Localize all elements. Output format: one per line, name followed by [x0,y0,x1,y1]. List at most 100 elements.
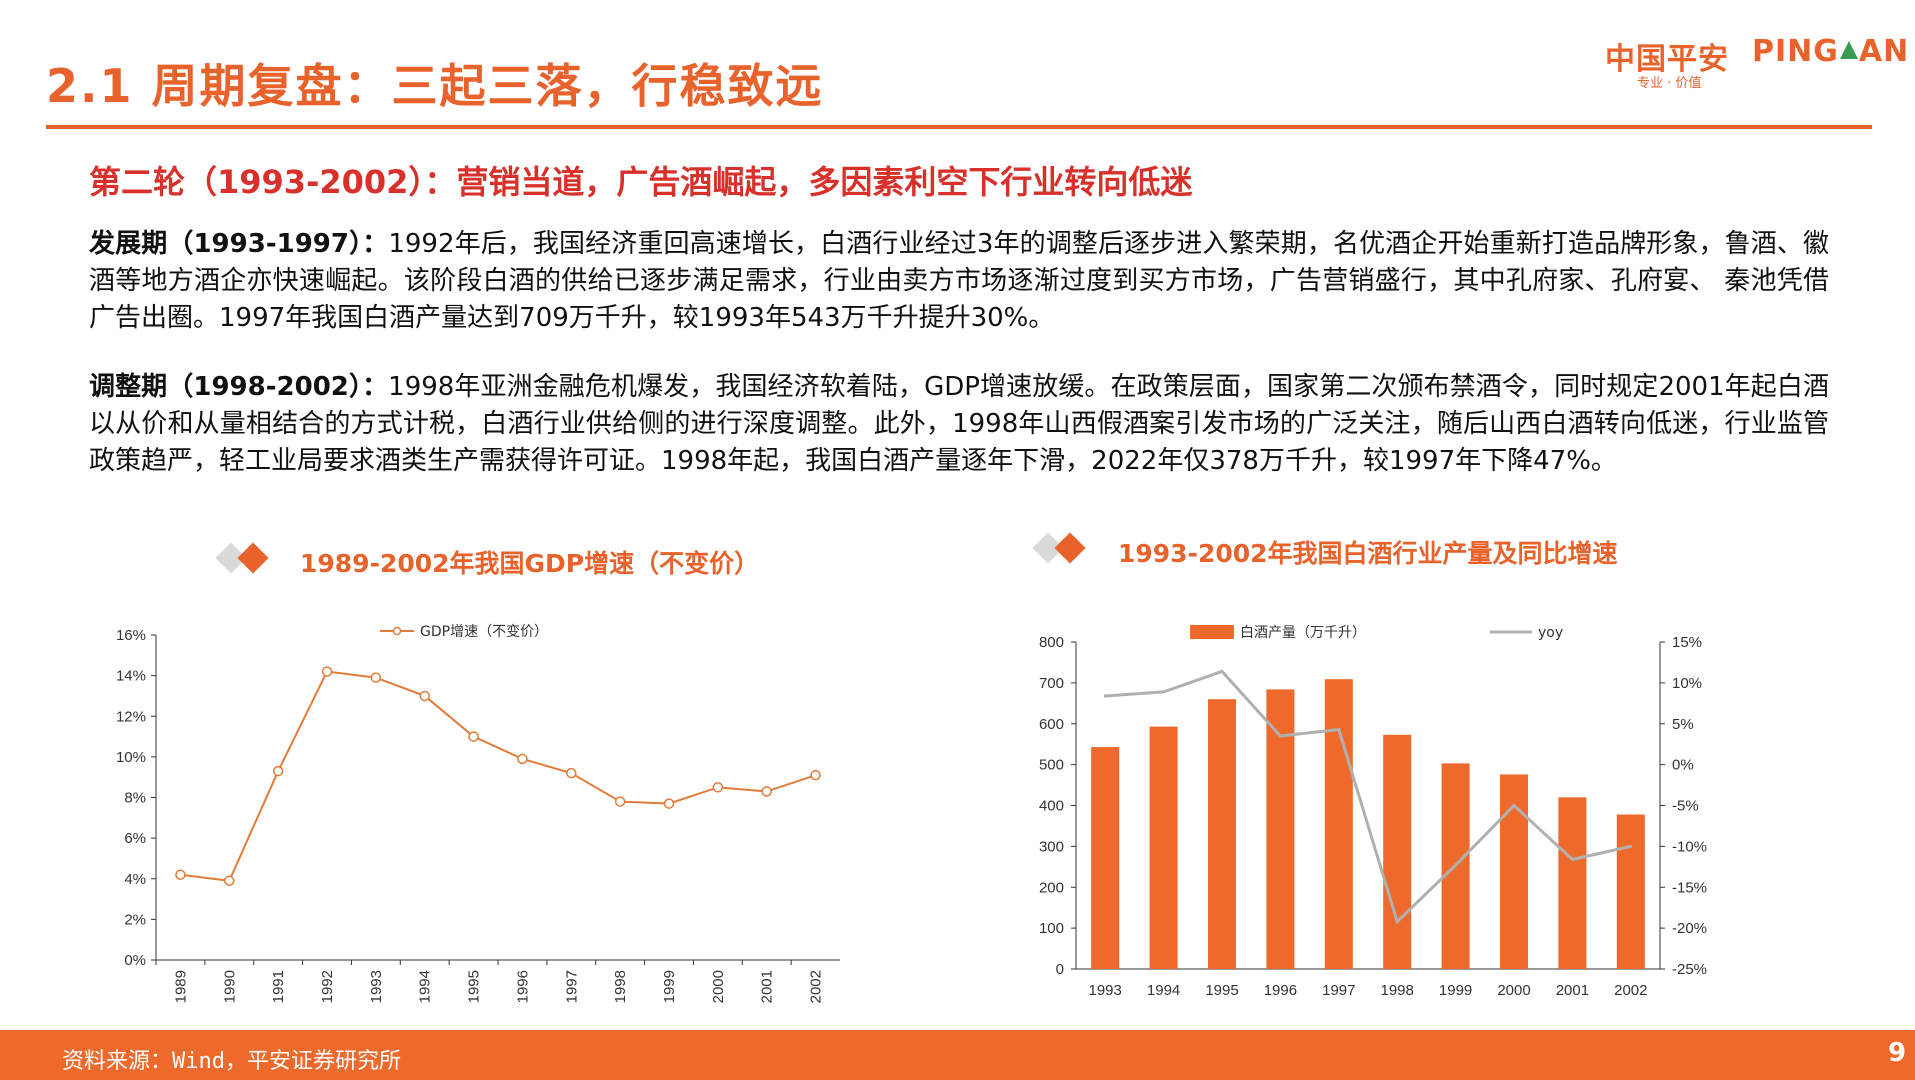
y-tick-label: 6% [124,830,146,847]
legend-marker [392,626,402,636]
x-tick-label: 1992 [319,970,336,1003]
left-y-tick-label: 200 [1039,879,1064,896]
x-tick-label: 1997 [1322,982,1355,999]
x-tick-label: 1996 [1264,982,1297,999]
y-tick-label: 16% [116,627,146,644]
y-tick-label: 0% [124,952,146,969]
output-bar [1324,679,1353,969]
ping-an-logo-en: PING AN [1752,34,1909,69]
gdp-chart-title: 1989-2002年我国GDP增速（不变价） [300,549,760,578]
logo-en-left: PING [1752,34,1839,69]
gdp-growth-point [272,765,284,777]
right-y-tick-label: -15% [1672,879,1707,896]
gdp-growth-line-chart: 0% 2% 4% 6% 8% 10% 12% 14% 16% 1989 1990 1991 1992 19… [116,624,840,1003]
legend-label-yoy: yoy [1538,625,1563,641]
x-tick-label: 1989 [172,970,189,1003]
paragraph-lead: 调整期（1998-2002）： [89,372,389,402]
gdp-growth-series-line [180,670,816,882]
y-tick-label: 10% [116,749,146,766]
gdp-growth-point [663,798,675,809]
right-y-tick-label: -5% [1672,798,1699,815]
gdp-growth-point [224,875,235,887]
right-y-tick-label: -20% [1672,920,1707,937]
x-tick-label: 1998 [612,970,629,1003]
x-tick-label: 1995 [1205,982,1238,999]
output-bar [1266,689,1295,969]
left-y-tick-label: 300 [1039,838,1064,855]
gdp-growth-point [419,690,430,702]
output-bar [1091,747,1120,969]
x-tick-label: 2000 [710,970,727,1003]
x-tick-label: 1994 [417,970,434,1003]
y-tick-label: 12% [116,708,146,725]
x-tick-label: 1996 [514,970,531,1003]
yoy-point [1103,694,1107,698]
yoy-point [1454,863,1458,867]
baijiu-output-combo-chart: 0 100 200 300 400 500 600 700 800 -25% -20% -15% -10… [1039,625,1707,999]
x-tick-label: 2001 [1556,982,1589,999]
gdp-growth-point [566,767,577,779]
yoy-point [1220,669,1224,673]
paragraph-text: 1998年亚洲金融危机爆发，我国经济软着陆，GDP增速放缓。在政策层面，国家第二… [89,372,1829,476]
yoy-point [1570,857,1574,861]
x-tick-label: 1999 [1439,982,1472,999]
paragraph-text: 1992年后，我国经济重回高速增长，白酒行业经过3年的调整后逐步进入繁荣期，名优… [89,229,1829,333]
x-tick-label: 2002 [808,970,825,1003]
right-y-tick-label: 10% [1672,675,1702,692]
x-tick-label: 1997 [563,970,580,1003]
legend-bar-swatch [1190,625,1234,639]
gdp-growth-point [468,731,479,742]
logo-en-right: AN [1858,34,1910,69]
yoy-series-line [1105,669,1632,925]
x-tick-label: 1998 [1381,982,1414,999]
chart-title-diamond-icon [212,539,282,579]
left-y-tick-label: 0 [1056,961,1064,978]
legend-label: GDP增速（不变价） [420,624,548,640]
yoy-point [1162,690,1166,694]
left-y-tick-label: 100 [1039,920,1064,937]
gdp-growth-point [321,666,333,677]
paragraph-lead: 发展期（1993-1997）： [89,229,389,259]
right-y-tick-label: 15% [1672,634,1702,651]
page-title: 2.1 周期复盘：三起三落，行稳致远 [46,59,824,113]
legend-label-output: 白酒产量（万千升） [1240,625,1366,641]
logo-tagline: 专业 · 价值 [1637,76,1702,91]
section-subtitle: 第二轮（1993-2002）：营销当道，广告酒崛起，多因素利空下行业转向低迷 [89,163,1193,201]
output-bar [1383,734,1412,969]
output-bar [1616,814,1645,969]
gdp-growth-point [370,672,382,683]
yoy-point [1512,804,1516,807]
title-divider [46,125,1872,129]
x-tick-label: 2000 [1497,982,1530,999]
right-y-tick-label: -10% [1672,838,1707,855]
right-y-tick-label: -25% [1672,961,1707,978]
right-y-tick-label: 0% [1672,757,1694,774]
source-note: 资料来源：Wind，平安证券研究所 [62,1049,401,1074]
yoy-point [1337,727,1341,731]
ping-an-logo-cn: 中国平安 [1605,42,1729,77]
paragraph-adjustment-period: 调整期（1998-2002）：1998年亚洲金融危机爆发，我国经济软着陆，GDP… [89,369,1829,480]
chart-title-diamond-icon [1029,529,1099,569]
gdp-growth-point [517,753,528,765]
logo-triangle-icon [1839,41,1858,59]
x-tick-label: 1993 [368,970,385,1003]
x-tick-label: 1990 [221,970,238,1003]
x-tick-label: 1995 [466,970,483,1003]
x-tick-label: 1999 [661,970,678,1003]
gdp-growth-point [761,786,772,797]
left-y-tick-label: 500 [1039,757,1064,774]
y-tick-label: 14% [116,668,146,685]
output-bar [1149,726,1178,969]
left-y-tick-label: 600 [1039,716,1064,733]
output-bar [1558,797,1587,969]
page-number: 9 [1888,1038,1907,1068]
right-y-tick-label: 5% [1672,716,1694,733]
x-tick-label: 2002 [1614,982,1647,999]
yoy-point [1395,920,1399,924]
gdp-growth-point [810,769,821,781]
output-bar [1207,699,1237,969]
x-tick-label: 1991 [270,970,287,1003]
gdp-growth-point [614,796,626,807]
yoy-point [1278,734,1282,738]
x-tick-label: 1993 [1089,982,1122,999]
